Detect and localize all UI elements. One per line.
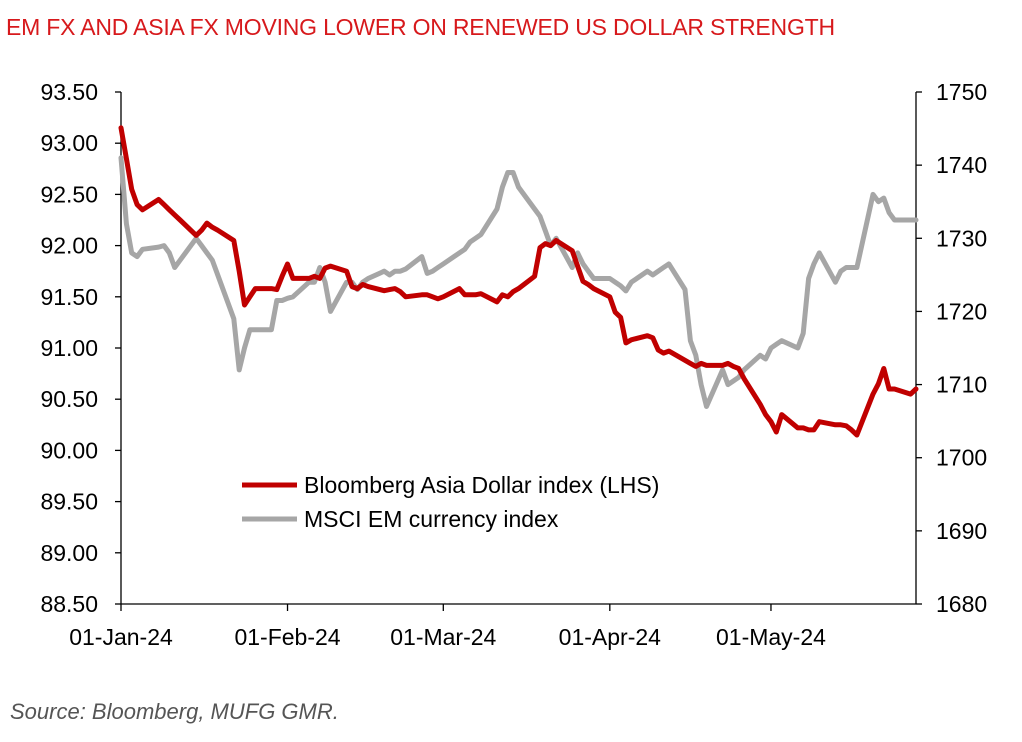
left-y-tick-label: 89.50	[40, 489, 98, 515]
x-tick-label: 01-Jan-24	[69, 624, 173, 650]
left-y-tick-label: 89.00	[40, 540, 98, 566]
legend-label: MSCI EM currency index	[304, 506, 559, 532]
right-y-tick-label: 1680	[936, 591, 987, 617]
left-y-tick-label: 90.50	[40, 386, 98, 412]
left-y-tick-label: 91.00	[40, 335, 98, 361]
left-y-tick-label: 92.00	[40, 233, 98, 259]
left-y-tick-label: 91.50	[40, 284, 98, 310]
right-y-tick-label: 1720	[936, 298, 987, 324]
left-y-tick-label: 92.50	[40, 181, 98, 207]
axes-layer: 93.50 93.00 92.50 92.00 91.50 91.00 90.50 90.00…	[40, 79, 987, 650]
left-y-tick-label: 88.50	[40, 591, 98, 617]
right-y-tick-label: 1690	[936, 518, 987, 544]
left-y-tick-label: 90.00	[40, 437, 98, 463]
msci-em-currency-line	[118, 155, 919, 409]
x-tick-label: 01-Apr-24	[559, 624, 661, 650]
left-y-tick-label: 93.50	[40, 79, 98, 105]
legend: Bloomberg Asia Dollar index (LHS) MSCI EM…	[242, 472, 659, 532]
right-y-tick-label: 1730	[936, 225, 987, 251]
left-y-tick-label: 93.00	[40, 130, 98, 156]
x-tick-label: 01-May-24	[716, 624, 826, 650]
series-layer	[118, 125, 919, 438]
asia-dollar-index-line	[118, 125, 919, 438]
right-y-tick-label: 1700	[936, 445, 987, 471]
x-tick-label: 01-Feb-24	[234, 624, 340, 650]
right-y-tick-label: 1750	[936, 79, 987, 105]
legend-label: Bloomberg Asia Dollar index (LHS)	[304, 472, 659, 498]
right-y-tick-label: 1710	[936, 372, 987, 398]
source-note: Source: Bloomberg, MUFG GMR.	[10, 699, 339, 724]
chart-title: EM FX AND ASIA FX MOVING LOWER ON RENEWE…	[6, 14, 835, 40]
right-y-tick-label: 1740	[936, 152, 987, 178]
x-tick-label: 01-Mar-24	[390, 624, 496, 650]
